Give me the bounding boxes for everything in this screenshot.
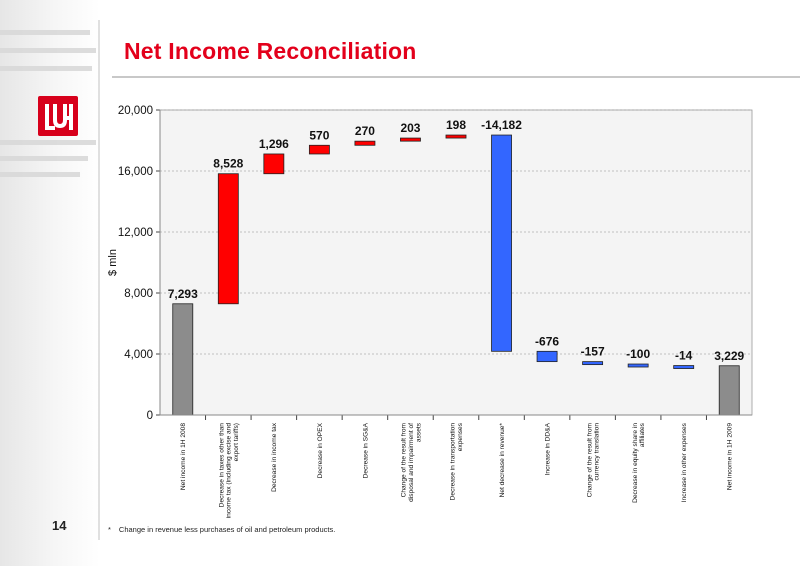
x-category-label: Increase in other expenses [681,422,688,502]
bar [491,134,512,352]
bar [308,144,330,155]
x-category-line: Change of the result from [586,422,593,497]
x-category-line: Decrease in taxes other than [218,423,225,508]
value-label: -14 [675,349,693,363]
value-label: -676 [535,334,559,348]
value-label: 1,296 [259,137,289,151]
x-category-line: Decrease in transportation [450,423,457,501]
x-category-label: Increase in DD&A [544,422,551,475]
x-category-line: expenses [457,422,464,451]
x-category-line: Decrease in equity share in [632,423,639,503]
lukoil-logo [38,96,78,136]
bar [400,137,421,142]
x-axis-categories: Net income in 1H 2008 Decrease in taxes o… [180,415,734,519]
x-category-line: affiliates [639,422,646,447]
sidebar-stripe [0,140,96,145]
y-tick-label: 16,000 [118,166,153,178]
footnote-mark: * [108,525,111,534]
y-tick-label: 12,000 [118,227,153,239]
x-category-line: Change of the result from [400,422,407,497]
x-category-label: Decrease in OPEX [317,422,324,478]
sidebar-stripe [0,172,80,177]
value-label: 8,528 [213,157,243,171]
x-category-line: income tax (including excise and [226,423,233,519]
bar [354,140,376,146]
y-tick-label: 20,000 [118,105,153,117]
bar [536,350,558,363]
value-labels: 7,293 8,528 1,296 570 270 203 198 -14,182 -676 -1… [168,118,745,363]
bars [172,134,740,416]
page-number: 14 [52,518,67,533]
x-category-label: Decrease in income tax [271,422,278,492]
x-category-label: Net income in 1H 2008 [180,423,187,490]
value-label: 203 [400,121,420,135]
sidebar-stripe [0,30,90,35]
logo-glyph [45,104,73,130]
x-category-line: Decrease in income tax [271,422,278,492]
page-title: Net Income Reconciliation [124,38,417,64]
bar [673,365,695,369]
bar [263,153,285,175]
x-category-label: Net income in 1H 2009 [727,423,734,490]
y-tick-label: 0 [147,410,153,422]
axes [159,109,753,416]
x-category-line: assets [415,422,422,442]
x-category-line: export tariffs) [233,423,240,461]
x-category-label: Decrease in SG&A [362,422,369,478]
sidebar-divider [98,20,100,540]
sidebar-stripe [0,156,88,161]
bar [627,363,649,368]
bar [172,303,194,416]
x-category-line: Net decrease in revenue* [499,423,506,498]
footnote: * Change in revenue less purchases of oil… [108,525,335,534]
value-label: -100 [626,347,650,361]
footnote-text: Change in revenue less purchases of oil … [118,525,336,534]
bar [445,134,467,139]
sidebar-stripe [0,66,92,71]
x-category-label: Change of the result from disposal and im… [400,422,422,502]
title-underline [112,76,800,78]
sidebar-stripe [0,48,96,53]
x-category-label: Decrease in equity share in affiliates [632,422,646,503]
x-category-line: disposal and impairment of [408,423,415,502]
x-category-line: Net income in 1H 2009 [727,423,734,490]
value-label: 7,293 [168,287,198,301]
bar [718,365,740,416]
x-category-line: Increase in other expenses [681,422,688,502]
y-axis-ticks: 0 4,000 8,000 12,000 16,000 20,000 [118,105,160,422]
x-category-line: Increase in DD&A [544,422,551,475]
value-label: 270 [355,124,375,138]
value-label: 198 [446,118,466,132]
y-tick-label: 8,000 [124,288,153,300]
x-category-label: Decrease in taxes other than income tax (… [218,423,240,519]
value-label: -157 [581,345,605,359]
plot-area [160,110,752,415]
y-axis-label: $ mln [107,249,119,276]
bar [582,361,604,366]
x-category-label: Net decrease in revenue* [499,423,506,498]
value-label: 570 [309,128,329,142]
y-tick-label: 4,000 [124,349,153,361]
x-category-label: Change of the result from currency transl… [586,422,600,497]
x-category-line: Decrease in OPEX [317,422,324,478]
sidebar-decoration [0,0,100,566]
x-category-line: Net income in 1H 2008 [180,423,187,490]
x-category-line: currency translation [594,423,601,481]
value-label: 3,229 [714,349,744,363]
x-category-label: Decrease in transportation expenses [450,422,464,500]
plot-frame [159,109,753,416]
value-label: -14,182 [481,118,522,132]
x-category-line: Decrease in SG&A [362,422,369,478]
bar [217,173,239,305]
